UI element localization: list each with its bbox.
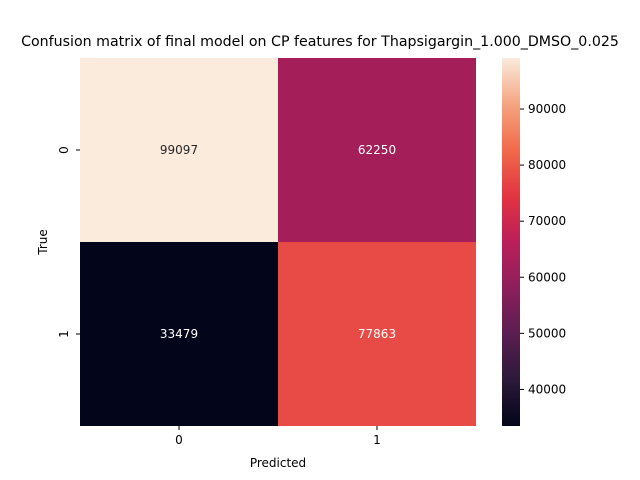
x-axis-label: Predicted (250, 456, 306, 470)
heatmap-cell-1-0 (80, 242, 278, 426)
chart-title: Confusion matrix of final model on CP fe… (21, 34, 619, 50)
cell-label-1-1: 77863 (358, 327, 396, 341)
y-tick-label-0: 0 (57, 146, 71, 154)
cell-annotations: 99097 62250 33479 77863 (160, 143, 396, 341)
colorbar-tick-label-3: 70000 (528, 214, 566, 228)
colorbar-tick-label-0: 40000 (528, 382, 566, 396)
colorbar-tick-label-4: 80000 (528, 158, 566, 172)
cell-label-1-0: 33479 (160, 327, 198, 341)
heatmap-cells (80, 58, 476, 426)
cell-label-0-1: 62250 (358, 143, 396, 157)
heatmap-cell-0-0 (80, 58, 278, 242)
colorbar-tick-label-5: 90000 (528, 102, 566, 116)
x-tick-label-1: 1 (373, 433, 381, 447)
y-tick-label-1: 1 (57, 330, 71, 338)
colorbar (502, 58, 520, 426)
x-tick-label-0: 0 (175, 433, 183, 447)
cell-label-0-0: 99097 (160, 143, 198, 157)
y-axis: 01 (57, 146, 80, 338)
colorbar-tick-label-2: 60000 (528, 270, 566, 284)
y-axis-label: True (36, 229, 50, 256)
heatmap-cell-1-1 (278, 242, 476, 426)
heatmap-cell-0-1 (278, 58, 476, 242)
colorbar-tick-label-1: 50000 (528, 326, 566, 340)
colorbar-ticks: 40000 50000 60000 70000 80000 90000 (520, 102, 566, 396)
